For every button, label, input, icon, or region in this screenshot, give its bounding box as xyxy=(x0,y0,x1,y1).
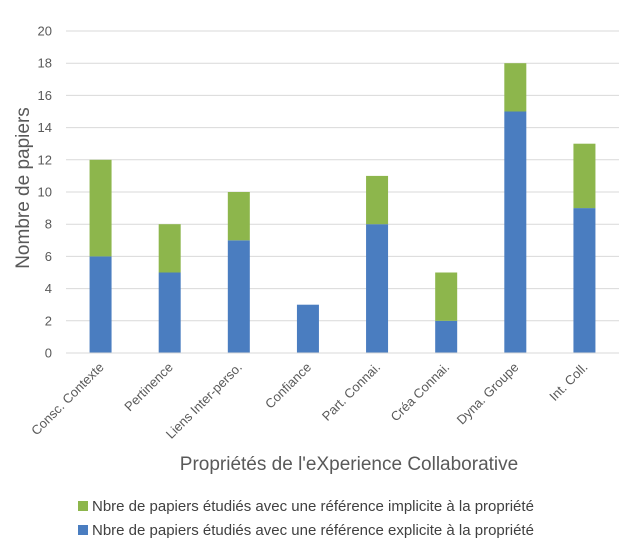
bars xyxy=(89,63,596,353)
y-axis-ticks: 0 2 4 6 8 10 12 14 16 18 20 xyxy=(38,24,52,361)
bar-implicit xyxy=(573,143,596,209)
legend-swatch-implicit xyxy=(78,501,88,511)
bar-explicit xyxy=(296,304,319,353)
y-tick-label: 2 xyxy=(45,313,52,328)
bar-explicit xyxy=(89,256,112,353)
bar-explicit xyxy=(435,320,458,353)
bar-implicit xyxy=(366,175,389,225)
legend-item-implicit: Nbre de papiers étudiés avec une référen… xyxy=(78,494,534,518)
x-axis-title: Propriétés de l'eXperience Collaborative xyxy=(180,454,518,475)
bar-explicit xyxy=(158,272,181,353)
bar-implicit xyxy=(227,192,250,241)
bar-implicit xyxy=(89,159,112,257)
y-tick-label: 18 xyxy=(38,56,52,71)
y-tick-label: 12 xyxy=(38,152,52,167)
x-tick-label: Confiance xyxy=(262,360,314,412)
bar-explicit xyxy=(504,111,527,353)
stacked-bar-chart: 0 2 4 6 8 10 12 14 16 18 20 Consc. Contexte Pertine… xyxy=(13,24,619,475)
y-tick-label: 8 xyxy=(45,217,52,232)
legend-swatch-explicit xyxy=(78,525,88,535)
y-tick-label: 14 xyxy=(38,120,52,135)
x-tick-label: Part. Connai. xyxy=(319,360,383,424)
y-tick-label: 10 xyxy=(38,185,52,200)
y-tick-label: 0 xyxy=(45,346,52,361)
y-tick-label: 16 xyxy=(38,88,52,103)
bar-implicit xyxy=(435,272,458,321)
bar-explicit xyxy=(227,240,250,353)
x-tick-label: Consc. Contexte xyxy=(28,360,107,439)
legend-item-explicit: Nbre de papiers étudiés avec une référen… xyxy=(78,518,534,542)
gridlines xyxy=(66,30,619,322)
y-tick-label: 6 xyxy=(45,249,52,264)
y-tick-label: 20 xyxy=(38,24,52,39)
bar-implicit xyxy=(158,224,181,273)
x-tick-label: Dyna. Groupe xyxy=(454,360,522,428)
y-tick-label: 4 xyxy=(45,281,52,296)
legend-label-explicit: Nbre de papiers étudiés avec une référen… xyxy=(92,521,534,539)
bar-explicit xyxy=(573,208,596,353)
x-tick-label: Pertinence xyxy=(121,360,176,415)
y-axis-title: Nombre de papiers xyxy=(13,107,34,269)
x-tick-label: Int. Coll. xyxy=(546,360,590,404)
x-tick-label: Créa Connai. xyxy=(388,360,453,425)
bar-implicit xyxy=(504,63,527,112)
bar-explicit xyxy=(366,224,389,353)
legend-label-implicit: Nbre de papiers étudiés avec une référen… xyxy=(92,497,534,515)
x-tick-label: Liens Inter-perso. xyxy=(163,360,245,442)
legend: Nbre de papiers étudiés avec une référen… xyxy=(78,494,534,542)
